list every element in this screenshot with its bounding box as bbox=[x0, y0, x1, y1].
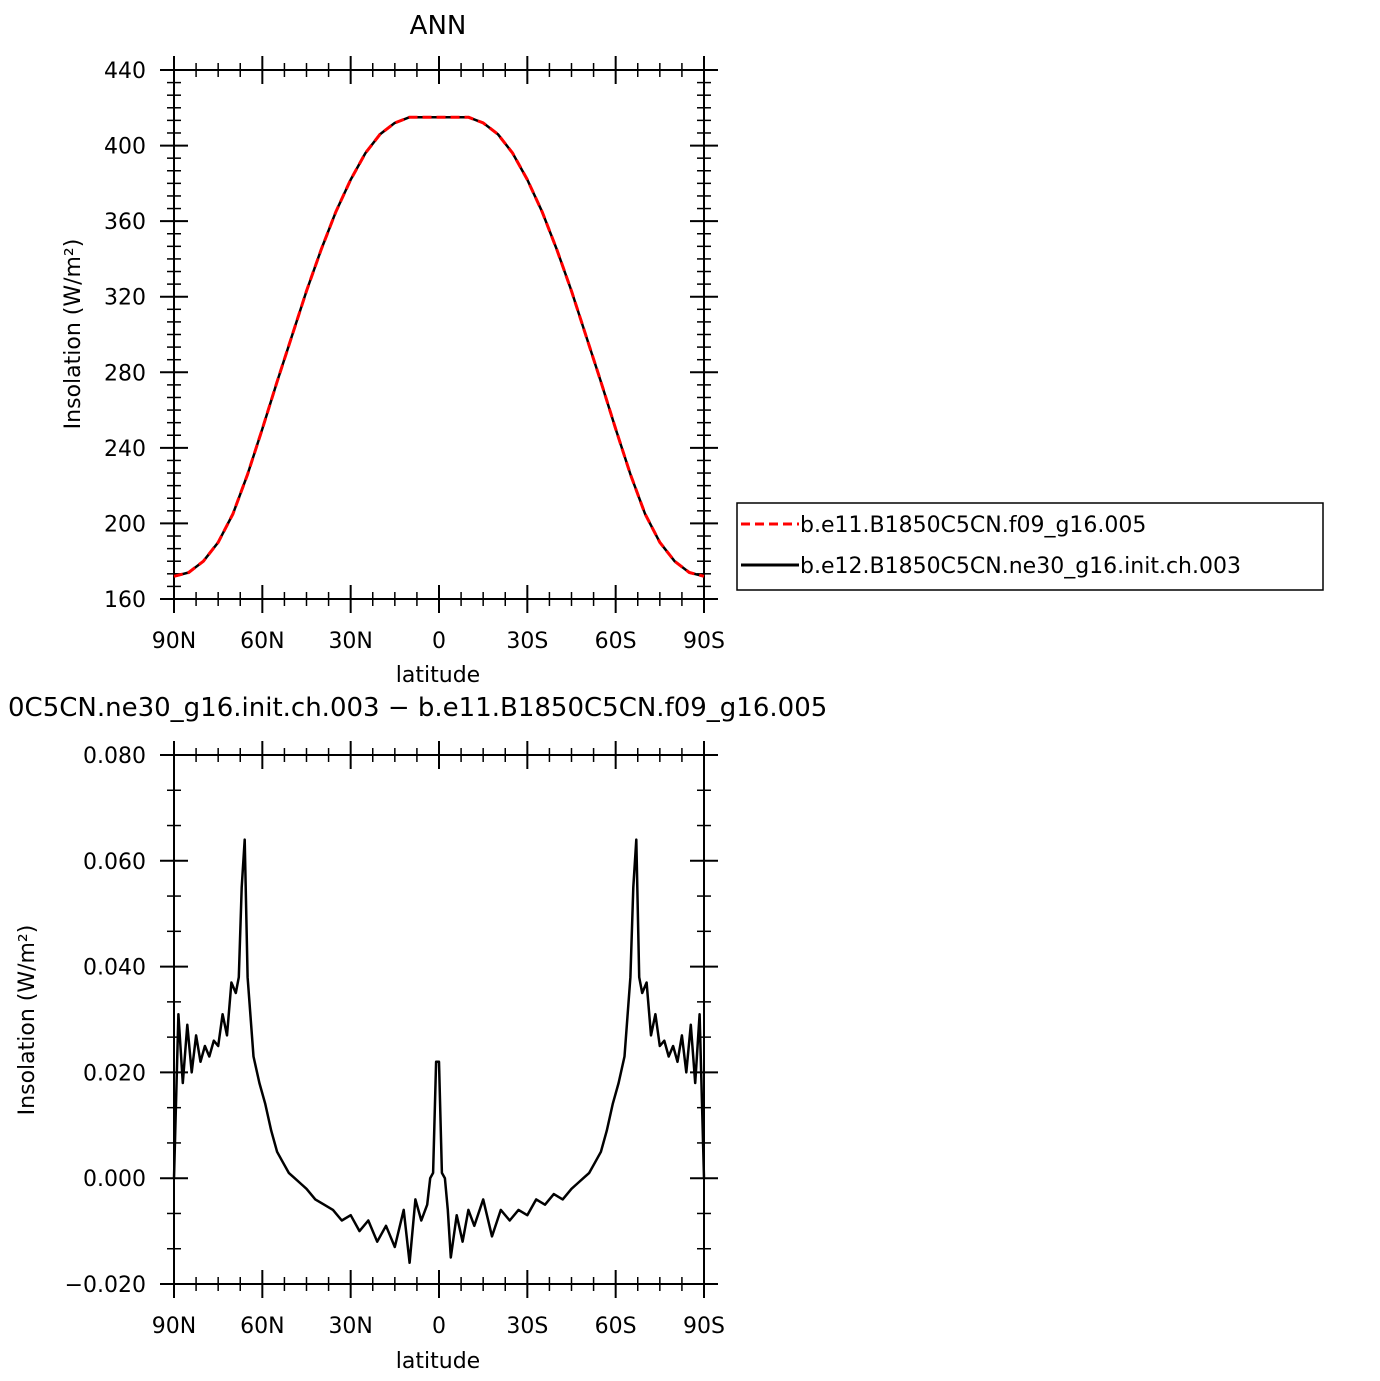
top-axis-ticks: 160 200 240 280 320 360 400 440 90N 60N 30N 0 30S 60S… bbox=[104, 56, 725, 654]
bottom-plot-frame bbox=[173, 754, 705, 1285]
x-tick-label: 0 bbox=[432, 629, 446, 654]
top-x-axis-label: latitude bbox=[396, 663, 480, 688]
y-tick-label: 280 bbox=[104, 361, 146, 386]
top-series-group bbox=[173, 115, 705, 578]
y-tick-label: 200 bbox=[104, 512, 146, 537]
top-legend: b.e11.B1850C5CN.f09_g16.005 b.e12.B1850C… bbox=[736, 502, 1324, 591]
x-tick-label: 0 bbox=[432, 1314, 446, 1339]
legend-box bbox=[736, 502, 1324, 591]
series-line-b-e11-b1850c5cn-f09-g16-005 bbox=[173, 115, 705, 578]
top-y-axis-label: Insolation (W/m²) bbox=[61, 239, 86, 430]
y-tick-label: 0.040 bbox=[83, 956, 146, 981]
bottom-series-group bbox=[172, 838, 706, 1265]
y-tick-label: 160 bbox=[104, 588, 146, 613]
series-line-difference bbox=[172, 838, 706, 1265]
y-tick-label: 440 bbox=[104, 59, 146, 84]
y-tick-label: 0.060 bbox=[83, 850, 146, 875]
top-panel: ANN Insolation (W/m²) latitude 160 200 240… bbox=[61, 11, 1324, 688]
x-tick-label: 30N bbox=[328, 629, 372, 654]
top-chart-title: ANN bbox=[410, 11, 467, 41]
y-tick-label: 0.080 bbox=[83, 744, 146, 769]
y-tick-label: 360 bbox=[104, 210, 146, 235]
bottom-panel: 0C5CN.ne30_g16.init.ch.003 − b.e11.B1850… bbox=[8, 693, 827, 1374]
x-tick-label: 60N bbox=[240, 629, 284, 654]
bottom-axis-ticks: −0.020 0.000 0.020 0.040 0.060 0.080 90N 60N 30N… bbox=[65, 741, 725, 1339]
x-tick-label: 60S bbox=[595, 629, 637, 654]
x-tick-label: 90S bbox=[683, 1314, 725, 1339]
x-tick-label: 90N bbox=[152, 629, 196, 654]
x-tick-label: 30S bbox=[506, 1314, 548, 1339]
x-tick-label: 60N bbox=[240, 1314, 284, 1339]
y-tick-label: 240 bbox=[104, 437, 146, 462]
bottom-chart-title: 0C5CN.ne30_g16.init.ch.003 − b.e11.B1850… bbox=[8, 693, 827, 723]
y-tick-label: 0.000 bbox=[83, 1167, 146, 1192]
y-tick-label: 400 bbox=[104, 135, 146, 160]
bottom-x-axis-label: latitude bbox=[396, 1349, 480, 1374]
y-tick-label: −0.020 bbox=[65, 1273, 146, 1298]
bottom-y-axis-label: Insolation (W/m²) bbox=[15, 925, 40, 1116]
top-plot-frame bbox=[173, 69, 705, 600]
series-line-b-e12-b1850c5cn-ne30-g16-init-ch-003 bbox=[173, 115, 705, 578]
x-tick-label: 90S bbox=[683, 629, 725, 654]
x-tick-label: 90N bbox=[152, 1314, 196, 1339]
y-tick-label: 0.020 bbox=[83, 1061, 146, 1086]
legend-entry-1: b.e11.B1850C5CN.f09_g16.005 bbox=[800, 513, 1146, 538]
x-tick-label: 30S bbox=[506, 629, 548, 654]
x-tick-label: 30N bbox=[328, 1314, 372, 1339]
y-tick-label: 320 bbox=[104, 286, 146, 311]
x-tick-label: 60S bbox=[595, 1314, 637, 1339]
legend-entry-2: b.e12.B1850C5CN.ne30_g16.init.ch.003 bbox=[800, 554, 1241, 579]
